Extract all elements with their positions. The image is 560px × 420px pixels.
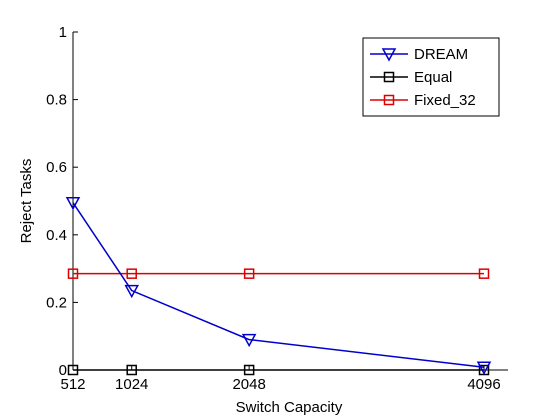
x-tick-label: 4096 — [467, 376, 500, 393]
legend-marker — [383, 94, 395, 106]
y-tick-label: 0.8 — [46, 92, 67, 109]
x-tick-label: 1024 — [115, 376, 148, 393]
y-tick-label: 0.4 — [46, 227, 67, 244]
legend-marker — [383, 71, 395, 83]
data-point — [241, 333, 257, 348]
legend-label: Equal — [414, 69, 452, 86]
legend-marker — [381, 48, 397, 62]
series-line — [72, 202, 485, 369]
y-tick-label: 0 — [59, 362, 67, 379]
data-point — [65, 196, 81, 211]
legend: DREAM Equal Fixed_32 — [362, 37, 500, 117]
data-point — [124, 284, 139, 299]
data-point — [243, 364, 255, 376]
x-tick-label: 2048 — [232, 376, 265, 393]
data-point — [67, 268, 79, 279]
y-tick-label: 0.6 — [46, 159, 67, 176]
y-tick-label: 1 — [59, 24, 67, 41]
legend-label: Fixed_32 — [414, 92, 476, 109]
data-point — [476, 361, 492, 375]
data-point — [67, 364, 79, 376]
legend-label: DREAM — [414, 46, 468, 63]
series-dream — [65, 196, 492, 375]
data-point — [126, 364, 137, 376]
x-tick-label: 512 — [60, 376, 85, 393]
series-fixed-32 — [67, 268, 490, 279]
data-point — [126, 268, 137, 279]
legend-box — [362, 37, 500, 117]
data-point — [478, 268, 490, 279]
y-axis-label: Reject Tasks — [18, 159, 35, 244]
x-ticks: 512 1024 2048 4096 — [60, 365, 501, 393]
y-ticks: 0 0.2 0.4 0.6 0.8 1 — [46, 24, 78, 379]
y-tick-label: 0.2 — [46, 294, 67, 311]
data-point — [243, 268, 255, 279]
series-equal — [67, 364, 490, 376]
x-axis-label: Switch Capacity — [236, 399, 343, 416]
series-layer — [65, 196, 492, 376]
